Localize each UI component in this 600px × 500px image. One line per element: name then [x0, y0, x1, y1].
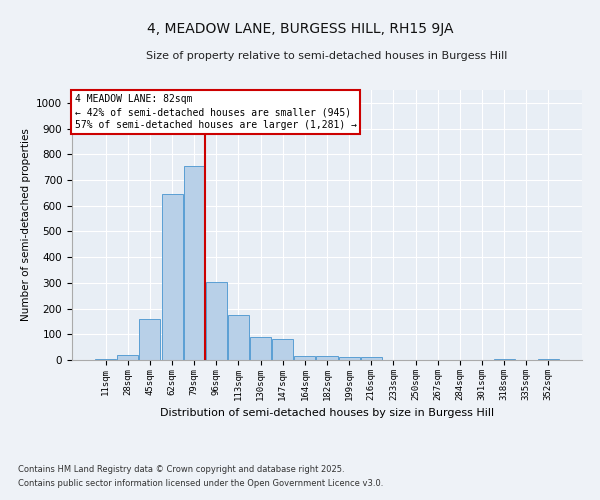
Bar	[272, 340, 293, 360]
Bar	[338, 358, 359, 360]
Bar	[139, 319, 160, 360]
Bar	[250, 337, 271, 360]
Bar	[118, 355, 139, 360]
Text: 4, MEADOW LANE, BURGESS HILL, RH15 9JA: 4, MEADOW LANE, BURGESS HILL, RH15 9JA	[147, 22, 453, 36]
X-axis label: Distribution of semi-detached houses by size in Burgess Hill: Distribution of semi-detached houses by …	[160, 408, 494, 418]
Bar	[206, 282, 227, 360]
Text: Contains HM Land Registry data © Crown copyright and database right 2025.: Contains HM Land Registry data © Crown c…	[18, 466, 344, 474]
Bar	[538, 359, 559, 360]
Title: Size of property relative to semi-detached houses in Burgess Hill: Size of property relative to semi-detach…	[146, 52, 508, 62]
Bar	[161, 194, 182, 360]
Bar	[316, 356, 338, 360]
Bar	[184, 166, 205, 360]
Bar	[95, 358, 116, 360]
Bar	[295, 356, 316, 360]
Text: Contains public sector information licensed under the Open Government Licence v3: Contains public sector information licen…	[18, 479, 383, 488]
Bar	[228, 315, 249, 360]
Bar	[361, 357, 382, 360]
Y-axis label: Number of semi-detached properties: Number of semi-detached properties	[20, 128, 31, 322]
Text: 4 MEADOW LANE: 82sqm
← 42% of semi-detached houses are smaller (945)
57% of semi: 4 MEADOW LANE: 82sqm ← 42% of semi-detac…	[74, 94, 356, 130]
Bar	[494, 359, 515, 360]
